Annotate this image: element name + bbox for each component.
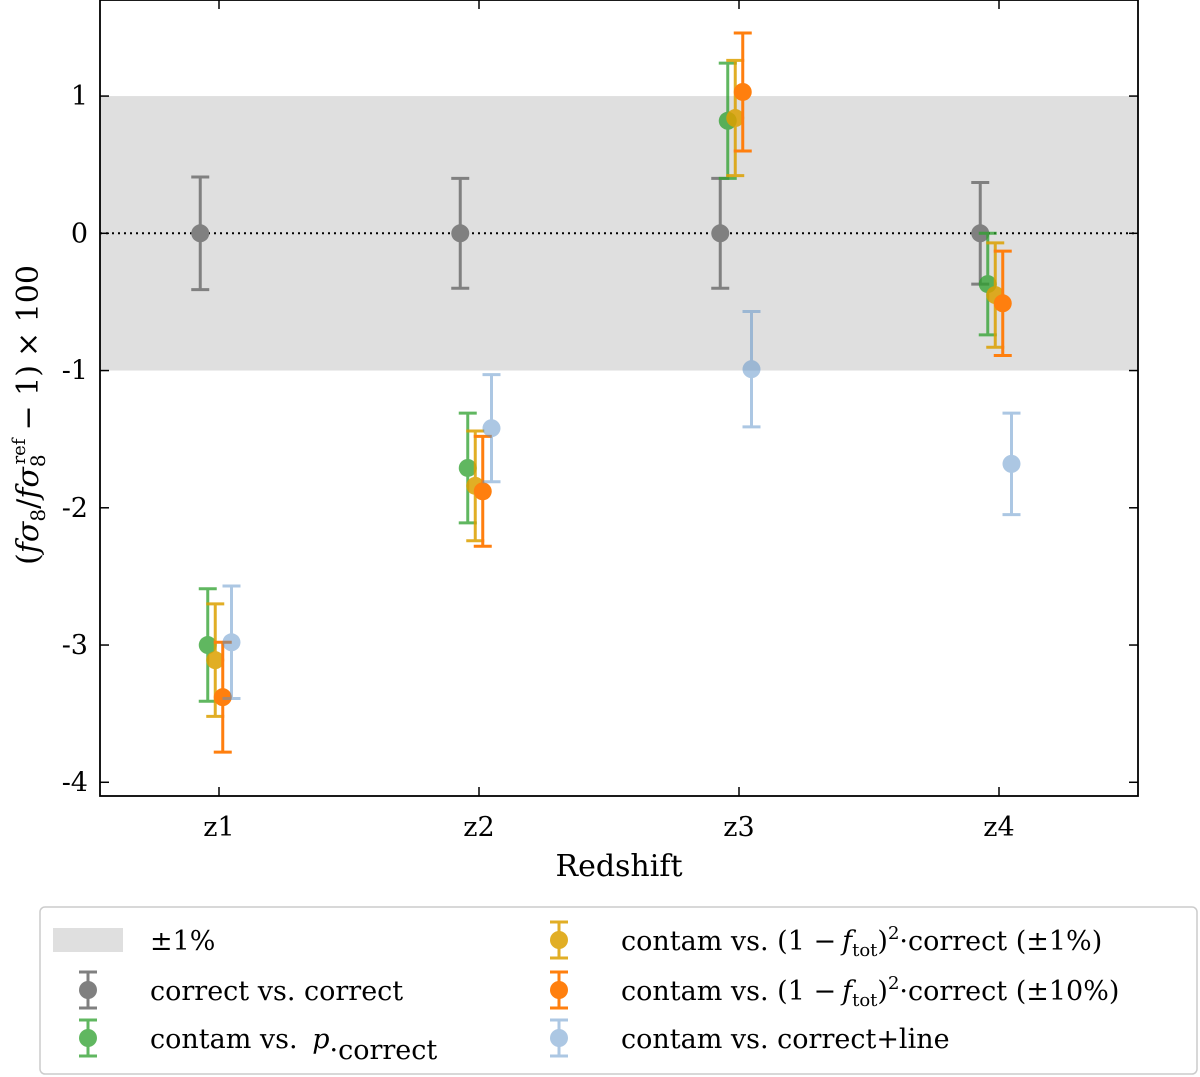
legend-dot xyxy=(550,981,568,999)
legend-label-part: 2 xyxy=(888,973,899,994)
legend-label: contam vs. p·correct xyxy=(150,1024,437,1066)
legend-marker xyxy=(79,970,97,1010)
legend-marker xyxy=(550,1018,568,1058)
x-tick-label: z3 xyxy=(723,812,754,843)
y-tick-label: -2 xyxy=(62,493,88,524)
plot-frame xyxy=(99,0,1139,797)
legend-label: contam vs. (1 − ftot)2·correct (±1%) xyxy=(621,923,1102,961)
y-tick-label: 0 xyxy=(71,218,88,249)
data-point xyxy=(993,294,1012,313)
legend-label-part: contam vs. (1 − xyxy=(621,976,836,1007)
legend-band-swatch xyxy=(53,928,123,952)
x-tick-label: z1 xyxy=(203,812,234,843)
legend-marker xyxy=(550,970,568,1010)
data-point xyxy=(458,458,477,477)
y-tick-label: -4 xyxy=(62,767,88,798)
legend-marker xyxy=(550,920,568,960)
data-point xyxy=(733,82,752,101)
legend-label-part: ±1% xyxy=(150,926,215,957)
data-point xyxy=(198,636,217,655)
legend-label-part: contam vs. xyxy=(150,1024,306,1055)
legend-dot xyxy=(79,1029,97,1047)
x-axis-title: Redshift xyxy=(555,849,682,884)
legend-dot xyxy=(550,931,568,949)
data-point xyxy=(191,224,210,243)
legend-label-part: ·correct xyxy=(329,1035,437,1066)
data-point xyxy=(451,224,470,243)
series-group xyxy=(222,310,1021,701)
legend-label: correct vs. correct xyxy=(150,976,403,1007)
legend-label-part: tot xyxy=(852,990,878,1011)
legend-label-part: ·correct (±1%) xyxy=(899,926,1102,957)
legend-label-part: ·correct (±10%) xyxy=(899,976,1119,1007)
series-group xyxy=(213,31,1012,754)
y-axis-title: (fσ8/fσ8ref− 1)× 100 xyxy=(9,265,50,565)
legend-marker xyxy=(79,1018,97,1058)
legend-label-part: correct vs. correct xyxy=(150,976,403,1007)
data-point xyxy=(1002,454,1021,473)
legend-label-part: p xyxy=(312,1024,329,1055)
legend-label-part: contam vs. (1 − xyxy=(621,926,836,957)
legend-frame xyxy=(39,906,1198,1075)
legend-label: ±1% xyxy=(150,926,215,957)
x-tick-label: z4 xyxy=(983,812,1014,843)
plot-area: 1 0 -1 -2 -3 -4 z1 z2 z3 z4 xyxy=(62,0,1139,843)
y-tick-label: -3 xyxy=(62,630,88,661)
data-point xyxy=(473,482,492,501)
data-point xyxy=(222,633,241,652)
legend-label: contam vs. (1 − ftot)2·correct (±10%) xyxy=(621,973,1119,1011)
legend-label-part: 2 xyxy=(888,923,899,944)
legend-label-part: ) xyxy=(877,976,888,1007)
data-point xyxy=(206,651,225,670)
data-point xyxy=(726,109,745,128)
legend-label: contam vs. correct+line xyxy=(621,1024,950,1055)
legend-label-part: ) xyxy=(877,926,888,957)
legend-dot xyxy=(79,981,97,999)
y-tick-label: -1 xyxy=(62,356,88,387)
data-point xyxy=(482,419,501,438)
legend-dot xyxy=(550,1029,568,1047)
data-point xyxy=(742,360,761,379)
legend-label-part: tot xyxy=(852,940,878,961)
y-tick-label: 1 xyxy=(71,81,88,112)
x-tick-label: z2 xyxy=(463,812,494,843)
data-point xyxy=(711,224,730,243)
legend-label-part: contam vs. correct+line xyxy=(621,1024,950,1055)
